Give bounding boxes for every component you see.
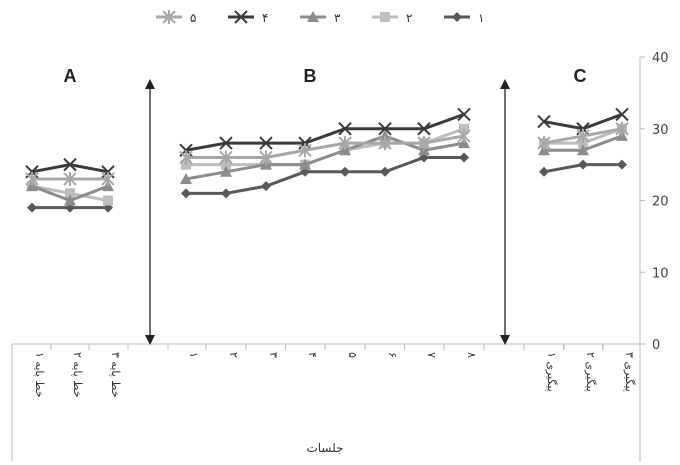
legend-item: ۳ — [300, 11, 341, 25]
legend-label: ۱ — [478, 11, 484, 25]
data-point — [338, 122, 352, 136]
data-point — [221, 188, 231, 199]
data-point — [457, 128, 471, 143]
data-point — [259, 136, 273, 150]
legend: ۱ ۲ ۳ ۴ ۵ — [156, 10, 484, 25]
x-tick-label: ۸ — [465, 352, 478, 358]
axes — [11, 56, 645, 462]
data-point — [417, 122, 431, 136]
phase-label: A — [64, 66, 77, 86]
data-point — [261, 181, 271, 192]
data-point — [299, 158, 311, 170]
x-tick-label: ۶ — [386, 352, 399, 358]
data-point — [577, 144, 589, 156]
series-4 — [25, 107, 629, 179]
data-point — [615, 107, 629, 122]
data-point — [380, 166, 390, 177]
data-point — [65, 188, 75, 199]
legend-label: ۳ — [334, 11, 341, 25]
x-tick-label: ۱ — [187, 352, 200, 358]
data-point — [338, 136, 352, 151]
legend-item: ۴ — [228, 10, 268, 25]
data-point — [27, 202, 37, 213]
legend-label: ۲ — [406, 11, 412, 25]
data-point — [459, 123, 469, 134]
x-tick-label: خط پایه ۳ — [109, 352, 122, 398]
data-point — [180, 172, 192, 184]
labels-layer: 0 10 20 30 40 خط پایه ۱ خط پایه ۲ خط پایه ۳ A ۱ ۲ ۳… — [33, 51, 669, 455]
series-line — [185, 134, 465, 181]
x-tick-label: پیگیری ۲ — [584, 352, 597, 392]
data-point — [537, 136, 551, 151]
series-5 — [25, 121, 629, 186]
data-point — [220, 165, 232, 177]
data-point — [378, 136, 392, 151]
series-line — [543, 112, 623, 131]
series-3 — [26, 129, 628, 206]
data-point — [578, 159, 588, 170]
x-axis-title: جلسات — [306, 441, 343, 455]
data-point — [417, 136, 431, 151]
data-point — [615, 121, 629, 136]
data-point — [457, 107, 471, 122]
data-point — [379, 129, 391, 141]
x-tick-label: ۵ — [346, 352, 359, 358]
x-tick-label: ۴ — [306, 352, 319, 358]
data-point — [179, 150, 193, 165]
series-1 — [27, 152, 627, 213]
y-tick-label: 20 — [652, 195, 669, 210]
x-tick-label: پیگیری ۱ — [545, 352, 558, 392]
phase-label: C — [574, 66, 587, 86]
x-tick-label: ۷ — [425, 352, 438, 358]
data-point — [221, 159, 231, 170]
data-point — [578, 138, 588, 149]
legend-item: ۲ — [372, 11, 412, 25]
data-point — [576, 128, 590, 143]
x-tick-label: ۳ — [267, 352, 280, 358]
y-tick-label: 10 — [652, 266, 669, 281]
data-point — [259, 150, 273, 165]
y-tick-label: 0 — [652, 338, 660, 353]
data-point — [539, 166, 549, 177]
series-line — [186, 155, 464, 195]
series-line — [186, 134, 465, 159]
series-layer — [25, 107, 629, 213]
x-tick-label: خط پایه ۱ — [33, 352, 46, 398]
data-point — [63, 157, 77, 172]
data-point — [101, 171, 115, 186]
data-point — [181, 188, 191, 199]
x-tick-label: پیگیری ۳ — [623, 352, 636, 392]
data-point — [219, 136, 233, 150]
legend-label: ۴ — [262, 11, 268, 25]
phase-dividers — [145, 79, 510, 345]
data-point — [378, 122, 392, 136]
data-point — [617, 159, 627, 170]
legend-item: ۱ — [444, 11, 484, 25]
legend-marker — [452, 12, 462, 22]
data-point — [64, 194, 76, 206]
legend-marker — [307, 11, 319, 22]
x-tick-label: خط پایه ۲ — [71, 352, 84, 398]
data-point — [181, 159, 191, 170]
legend-item: ۵ — [156, 10, 196, 25]
y-tick-label: 30 — [652, 123, 669, 138]
data-point — [537, 114, 551, 129]
data-point — [340, 166, 350, 177]
data-point — [298, 143, 312, 158]
legend-label: ۵ — [190, 11, 196, 25]
data-point — [459, 152, 469, 163]
legend-marker — [380, 12, 390, 22]
x-tick-label: ۲ — [227, 352, 240, 358]
data-point — [103, 195, 113, 206]
data-point — [63, 171, 77, 186]
series-line — [185, 112, 465, 152]
data-point — [219, 150, 233, 165]
legend-marker — [162, 10, 176, 24]
y-tick-label: 40 — [652, 51, 669, 66]
data-point — [25, 171, 39, 186]
phase-label: B — [304, 66, 317, 86]
legend-marker — [234, 10, 248, 24]
